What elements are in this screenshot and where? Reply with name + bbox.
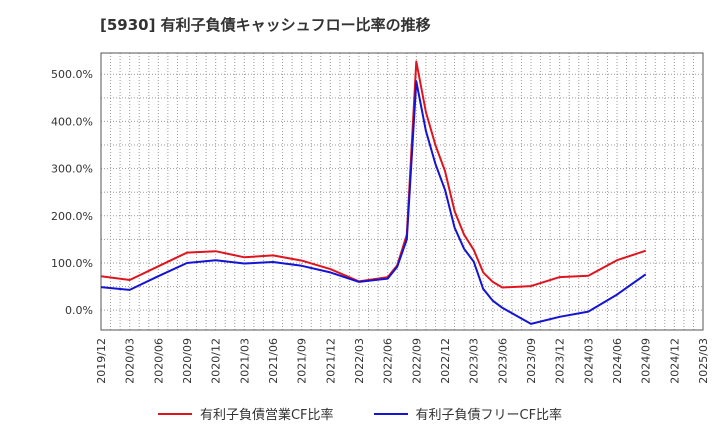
x-tick-label: 2023/03 [468, 338, 481, 384]
x-tick-label: 2021/03 [238, 338, 251, 384]
y-tick-label: 500.0% [51, 68, 93, 81]
plot-area [101, 53, 703, 330]
legend-item-free-cf: 有利子負債フリーCF比率 [373, 404, 563, 423]
x-tick-label: 2021/12 [324, 338, 337, 384]
x-tick-label: 2020/09 [181, 338, 194, 384]
legend-item-operating-cf: 有利子負債営業CF比率 [157, 404, 334, 423]
y-tick-label: 0.0% [65, 304, 93, 317]
x-tick-label: 2022/03 [353, 338, 366, 384]
x-tick-label: 2023/06 [496, 338, 509, 384]
legend-label-operating-cf: 有利子負債営業CF比率 [199, 408, 334, 423]
y-tick-label: 300.0% [51, 163, 93, 176]
x-tick-label: 2025/03 [697, 338, 710, 384]
x-tick-label: 2022/06 [382, 338, 395, 384]
x-tick-label: 2020/12 [210, 338, 223, 384]
x-tick-label: 2022/09 [410, 338, 423, 384]
y-tick-label: 100.0% [51, 257, 93, 270]
x-tick-label: 2024/12 [668, 338, 681, 384]
legend: 有利子負債営業CF比率 有利子負債フリーCF比率 [0, 404, 720, 423]
x-tick-label: 2021/09 [296, 338, 309, 384]
x-tick-label: 2024/06 [611, 338, 624, 384]
series-line-free-cf [100, 80, 647, 325]
series-line-operating-cf [100, 60, 647, 289]
x-tick-label: 2020/06 [152, 338, 165, 384]
x-tick-label: 2019/12 [95, 338, 108, 384]
chart-title: [5930] 有利子負債キャッシュフロー比率の推移 [100, 16, 431, 34]
plot-frame [100, 52, 704, 331]
y-tick-label: 200.0% [51, 210, 93, 223]
x-tick-label: 2020/03 [124, 338, 137, 384]
x-tick-label: 2022/12 [439, 338, 452, 384]
y-tick-label: 400.0% [51, 115, 93, 128]
x-tick-label: 2021/06 [267, 338, 280, 384]
x-tick-label: 2024/09 [640, 338, 653, 384]
legend-swatch-free-cf [373, 412, 408, 415]
legend-swatch-operating-cf [157, 412, 192, 415]
legend-label-free-cf: 有利子負債フリーCF比率 [415, 408, 563, 423]
x-tick-label: 2024/03 [582, 338, 595, 384]
x-tick-label: 2023/09 [525, 338, 538, 384]
x-tick-label: 2023/12 [554, 338, 567, 384]
